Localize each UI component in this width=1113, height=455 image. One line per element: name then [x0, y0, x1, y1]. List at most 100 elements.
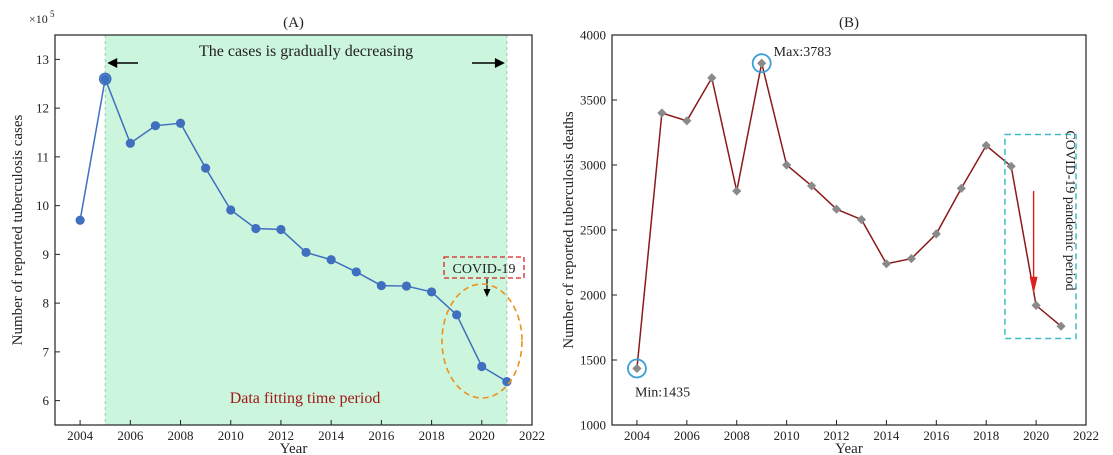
x-tick-label: 2016 [368, 428, 395, 443]
x-tick-label: 2014 [318, 428, 345, 443]
y-tick-label: 3500 [580, 93, 606, 108]
arrow-left-head [107, 58, 118, 68]
x-tick-label: 2018 [973, 428, 999, 443]
covid-highlight-ellipse [441, 283, 523, 399]
max-highlight-circle [751, 53, 772, 74]
y-tick-label: 8 [43, 296, 50, 311]
data-point [251, 223, 261, 234]
data-point [326, 255, 336, 265]
fit-period-region [105, 35, 507, 425]
data-point [831, 204, 842, 214]
y-tick-label: 3000 [580, 158, 606, 173]
y-tick-label: 2000 [580, 288, 606, 303]
covid-arrow-head [1029, 276, 1038, 294]
trend-annotation: The cases is gradually decreasing [199, 43, 413, 60]
panel-a: 2004 2006 2008 2010 2012 2014 2016 2018 2020 2022… [10, 9, 545, 455]
x-tick-label: 2018 [419, 428, 445, 443]
y-multiplier-exponent: 5 [50, 9, 55, 19]
y-tick-label: 6 [43, 393, 50, 408]
data-point [682, 116, 692, 126]
plot-frame [54, 34, 533, 426]
y-tick-label: 7 [43, 344, 50, 359]
y-tick-label: 13 [36, 52, 49, 67]
data-point [301, 247, 311, 258]
panel-b: 2004 2006 2008 2010 2012 2014 2016 2018 2020 2022… [561, 15, 1099, 455]
data-point [201, 163, 211, 173]
data-point [881, 259, 892, 269]
x-tick-label: 2022 [519, 428, 545, 443]
data-point [125, 138, 135, 148]
series-line [79, 76, 508, 383]
panel-label: (A) [283, 15, 304, 31]
data-point [931, 229, 941, 239]
x-tick-label: 2012 [268, 428, 294, 443]
covid-period-box [1004, 133, 1077, 340]
y-tick-label: 1500 [580, 353, 606, 368]
panel-label: (B) [839, 15, 859, 31]
x-tick-label: 2008 [724, 428, 750, 443]
data-point [477, 361, 487, 372]
y-multiplier: ×10 [29, 12, 48, 26]
x-tick-label: 2006 [674, 428, 701, 443]
data-point [732, 186, 742, 196]
data-point [150, 121, 161, 131]
data-point [782, 160, 792, 170]
y-axis-label: Number of reported tuberculosis cases [10, 114, 26, 345]
data-point [1031, 300, 1041, 310]
y-axis-label: Number of reported tuberculosis deaths [561, 111, 577, 349]
x-axis-label: Year [280, 441, 308, 455]
covid-box [443, 256, 525, 279]
x-tick-label: 2014 [873, 428, 900, 443]
data-point [175, 118, 186, 128]
x-axis-label: Year [835, 441, 863, 455]
data-point [757, 58, 767, 68]
start-point-ring [98, 72, 112, 86]
min-label: Min:1435 [635, 385, 690, 400]
data-point [707, 73, 717, 83]
x-tick-label: 2020 [1023, 428, 1049, 443]
fit-period-label: Data fitting time period [230, 390, 381, 407]
data-point [376, 280, 386, 291]
data-point [226, 205, 236, 215]
data-point [426, 287, 437, 297]
data-point [981, 140, 991, 151]
data-point [1056, 321, 1066, 331]
max-label: Max:3783 [774, 45, 832, 60]
y-tick-label: 9 [43, 247, 50, 262]
data-point [276, 224, 286, 235]
y-tick-label: 12 [36, 101, 49, 116]
data-point [100, 74, 110, 84]
data-point [1006, 161, 1016, 171]
data-point [806, 181, 817, 191]
x-tick-label: 2010 [774, 428, 800, 443]
plot-frame [611, 34, 1087, 426]
data-point [75, 215, 85, 225]
y-tick-label: 4000 [580, 28, 606, 43]
data-point [657, 108, 667, 118]
x-tick-label: 2016 [923, 428, 950, 443]
min-highlight-circle [627, 358, 647, 379]
x-tick-label: 2022 [1073, 428, 1099, 443]
data-point [856, 215, 867, 225]
x-tick-label: 2012 [824, 428, 850, 443]
y-tick-label: 2500 [580, 223, 606, 238]
x-tick-label: 2006 [117, 428, 144, 443]
y-tick-label: 11 [36, 149, 49, 164]
data-point [452, 310, 462, 320]
x-tick-label: 2004 [67, 428, 94, 443]
covid-arrow-head [483, 289, 491, 297]
y-tick-label: 1000 [580, 418, 606, 433]
x-tick-label: 2008 [168, 428, 194, 443]
data-point [906, 254, 916, 264]
data-point [351, 267, 361, 277]
x-tick-label: 2020 [469, 428, 495, 443]
x-tick-label: 2004 [624, 428, 651, 443]
y-tick-label: 10 [36, 198, 49, 213]
covid-period-label: COVID-19 pandemic period [1062, 130, 1077, 290]
x-tick-label: 2010 [218, 428, 244, 443]
data-point [632, 363, 642, 374]
arrow-right-head [494, 58, 505, 68]
data-point [956, 183, 966, 193]
